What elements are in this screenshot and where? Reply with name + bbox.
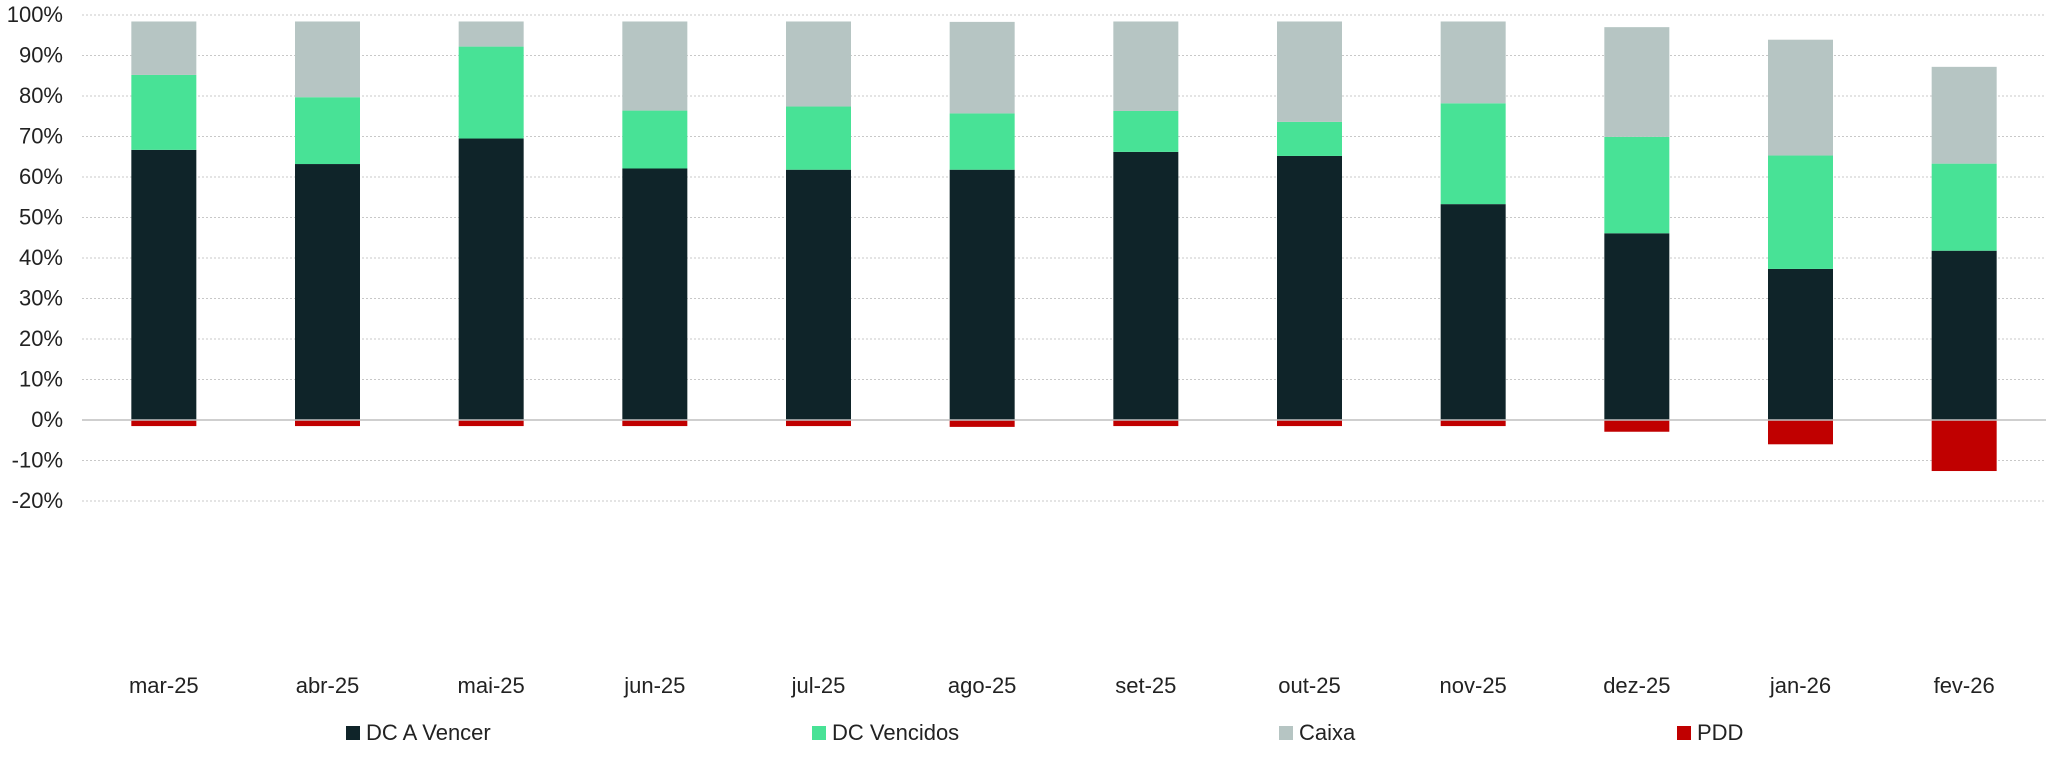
bar-segment [1440, 21, 1506, 104]
legend-swatch [1677, 726, 1691, 740]
y-tick-label: 50% [19, 205, 63, 230]
bar-segment [1931, 66, 1997, 164]
bar-segment [786, 21, 851, 107]
bar-segment [458, 21, 524, 47]
bar-segment [786, 420, 851, 427]
x-tick-label: nov-25 [1440, 673, 1507, 698]
bar-segment [1604, 420, 1670, 432]
x-tick-label: jul-25 [791, 673, 846, 698]
bar-segment [1768, 420, 1833, 445]
legend: DC A Vencer DC Vencidos Caixa PDD [346, 720, 1743, 745]
bar-segment [786, 169, 851, 420]
bar-segment [295, 97, 360, 165]
bar-segment [458, 138, 524, 420]
x-tick-label: out-25 [1278, 673, 1340, 698]
legend-item: DC A Vencer [346, 720, 491, 745]
legend-label: DC Vencidos [832, 720, 959, 745]
bar-segment [622, 110, 688, 169]
bar-segment [949, 169, 1015, 420]
legend-item: DC Vencidos [812, 720, 959, 745]
legend-swatch [346, 726, 360, 740]
bar-segment [1277, 121, 1342, 156]
legend-swatch [812, 726, 826, 740]
legend-label: PDD [1697, 720, 1743, 745]
bar-segment [786, 106, 851, 170]
bar-segment [622, 168, 688, 420]
y-tick-label: 90% [19, 43, 63, 68]
axes: 100% 90% 80% 70% 60% 50% 40% 30% 20% 10% 0% -10% -20… [7, 2, 2046, 698]
bar-segment [1277, 420, 1342, 427]
y-tick-label: -10% [12, 448, 63, 473]
x-tick-label: jun-25 [623, 673, 685, 698]
bar-segment [295, 21, 360, 98]
bar-segment [1113, 21, 1179, 111]
bar-segment [295, 164, 360, 420]
bar-segment [1604, 233, 1670, 420]
bar-segment [131, 420, 197, 427]
bar-segment [458, 46, 524, 139]
bar-segment [131, 21, 197, 75]
bar-segment [1931, 163, 1997, 251]
legend-label: DC A Vencer [366, 720, 491, 745]
y-tick-label: 40% [19, 245, 63, 270]
bar-segment [622, 21, 688, 111]
legend-item: PDD [1677, 720, 1743, 745]
y-tick-label: 70% [19, 124, 63, 149]
x-tick-label: mai-25 [458, 673, 525, 698]
gridlines [82, 14, 2046, 502]
legend-item: Caixa [1279, 720, 1356, 745]
bar-segment [1604, 27, 1670, 137]
y-tick-label: -20% [12, 488, 63, 513]
bar-segment [622, 420, 688, 427]
bar-segment [131, 149, 197, 421]
y-tick-label: 100% [7, 2, 63, 27]
bar-segment [1113, 151, 1179, 420]
bar-segment [1768, 39, 1833, 156]
y-tick-label: 30% [19, 286, 63, 311]
bar-segment [1440, 204, 1506, 420]
bar-segment [949, 21, 1015, 114]
bar-segment [1768, 155, 1833, 269]
x-tick-label: jan-26 [1769, 673, 1831, 698]
bar-segment [1113, 110, 1179, 152]
bar-segment [1440, 103, 1506, 205]
bar-segment [949, 420, 1015, 427]
y-tick-label: 0% [31, 407, 63, 432]
bar-segment [1931, 250, 1997, 420]
bar-segment [1931, 420, 1997, 472]
x-tick-label: abr-25 [296, 673, 360, 698]
bar-segment [1113, 420, 1179, 427]
legend-swatch [1279, 726, 1293, 740]
x-tick-label: set-25 [1115, 673, 1176, 698]
x-tick-label: ago-25 [948, 673, 1017, 698]
x-tick-label: fev-26 [1934, 673, 1995, 698]
bar-segment [949, 113, 1015, 170]
bar-segment [1277, 155, 1342, 420]
bar-segment [1604, 136, 1670, 234]
bars [131, 21, 1997, 472]
y-tick-label: 20% [19, 326, 63, 351]
bar-segment [458, 420, 524, 427]
bar-segment [295, 420, 360, 427]
bar-segment [1768, 268, 1833, 420]
x-tick-label: mar-25 [129, 673, 199, 698]
x-tick-label: dez-25 [1603, 673, 1670, 698]
y-tick-label: 60% [19, 164, 63, 189]
y-tick-label: 80% [19, 83, 63, 108]
legend-label: Caixa [1299, 720, 1356, 745]
bar-segment [1440, 420, 1506, 427]
bar-segment [131, 74, 197, 150]
y-tick-label: 10% [19, 367, 63, 392]
bar-segment [1277, 21, 1342, 122]
